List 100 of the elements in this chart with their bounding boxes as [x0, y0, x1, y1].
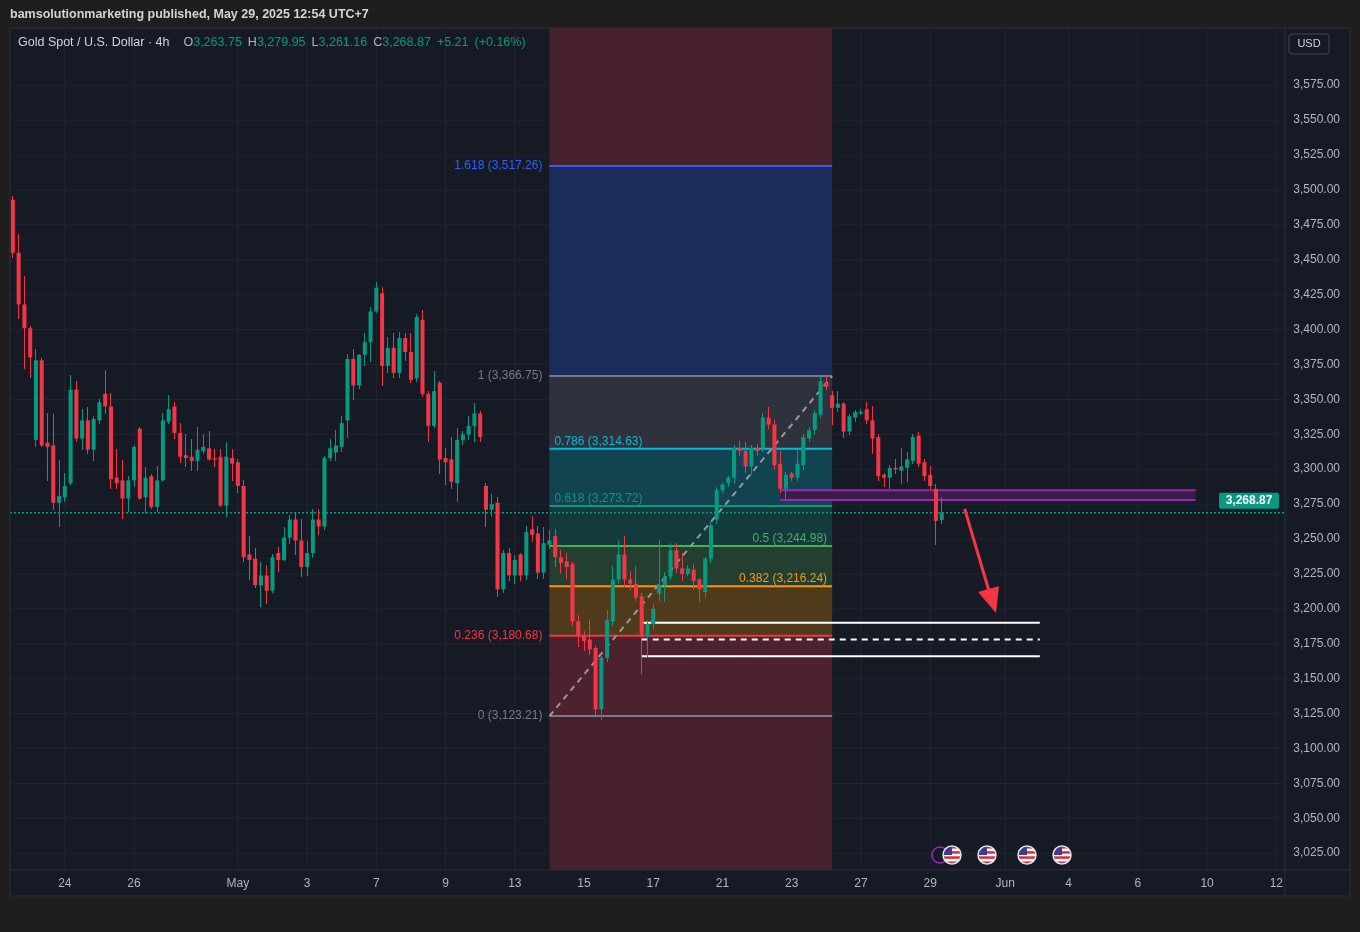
y-tick-label: 3,500.00 — [1293, 182, 1341, 197]
x-tick-label: 3 — [303, 876, 311, 890]
candlestick — [258, 561, 263, 608]
candlestick — [645, 619, 650, 659]
x-tick-label: 21 — [715, 876, 730, 890]
x-tick-label: 15 — [577, 876, 592, 890]
candlestick — [183, 433, 188, 468]
candlestick — [478, 410, 483, 443]
candlestick — [178, 422, 183, 464]
candlestick — [362, 332, 367, 367]
y-tick-label: 3,225.00 — [1293, 566, 1341, 581]
series-label: 1 (3,366.75) — [477, 368, 543, 383]
y-tick-label: 3,275.00 — [1293, 496, 1341, 511]
candlestick — [230, 448, 235, 482]
candlestick — [680, 552, 685, 582]
y-tick-label: 3,050.00 — [1293, 810, 1341, 825]
candlestick — [22, 275, 27, 370]
candlestick — [339, 415, 344, 453]
x-tick-label: 4 — [1065, 876, 1073, 890]
candlestick — [812, 409, 817, 436]
candlestick — [864, 401, 869, 425]
candlestick — [910, 433, 915, 465]
candlestick — [662, 571, 667, 603]
x-tick-label: Jun — [995, 876, 1015, 890]
candlestick — [518, 552, 523, 582]
x-tick-label: 29 — [923, 876, 938, 890]
candlestick — [374, 281, 379, 314]
y-tick-label: 3,100.00 — [1293, 740, 1341, 755]
candlestick — [287, 514, 292, 545]
candlestick — [472, 402, 477, 443]
candlestick — [633, 565, 638, 602]
candlestick — [264, 564, 269, 605]
y-tick-label: 3,475.00 — [1293, 217, 1341, 232]
candlestick — [385, 336, 390, 374]
candlestick — [899, 447, 904, 485]
y-tick-label: 3,125.00 — [1293, 705, 1341, 720]
y-tick-label: 3,525.00 — [1293, 147, 1341, 162]
candlestick — [512, 554, 517, 585]
x-tick-label: 7 — [373, 876, 380, 890]
x-tick-label: 13 — [508, 876, 522, 890]
series-label: 0.5 (3,244.98) — [752, 531, 828, 546]
y-tick-label: 3,450.00 — [1293, 251, 1341, 266]
series-label: 0.236 (3,180.68) — [454, 628, 543, 643]
candlestick — [80, 408, 85, 451]
candlestick — [783, 471, 788, 500]
y-tick-label: 3,350.00 — [1293, 391, 1341, 406]
y-tick-label: 3,250.00 — [1293, 531, 1341, 546]
y-tick-label: 3,550.00 — [1293, 112, 1341, 127]
candlestick — [235, 458, 240, 494]
candlestick — [403, 332, 408, 362]
y-tick-label: 3,425.00 — [1293, 286, 1341, 301]
candlestick — [483, 482, 488, 528]
candlestick — [749, 444, 754, 476]
candlestick — [293, 511, 298, 556]
candlestick — [189, 438, 194, 472]
candlestick — [743, 441, 748, 474]
y-tick-label: 3,150.00 — [1293, 670, 1341, 685]
candlestick — [766, 406, 771, 430]
x-tick-label: 24 — [58, 876, 72, 890]
candlestick — [305, 540, 310, 577]
candlestick — [674, 542, 679, 574]
y-axis-title: USD — [1297, 36, 1321, 49]
candlestick — [657, 539, 662, 602]
series-label: 0.382 (3,216.24) — [739, 571, 828, 586]
candlestick — [553, 528, 558, 568]
series-label: 0.786 (3,314.63) — [554, 433, 643, 448]
candlestick — [207, 430, 212, 462]
candlestick — [651, 603, 656, 631]
x-tick-label: May — [226, 876, 250, 890]
y-tick-label: 3,175.00 — [1293, 635, 1341, 650]
candlestick — [847, 413, 852, 436]
text: Gold Spot / U.S. Dollar · 4h — [18, 35, 170, 49]
candlestick — [530, 515, 535, 543]
x-tick-label: 26 — [127, 876, 142, 890]
x-tick-label: 10 — [1200, 876, 1215, 890]
candlestick — [126, 475, 131, 513]
ref-line-label: 3,268.87 — [1225, 492, 1273, 507]
y-tick-label: 3,300.00 — [1293, 461, 1341, 476]
x-tick-label: 12 — [1269, 876, 1284, 890]
y-tick-label: 3,400.00 — [1293, 321, 1341, 336]
candlestick — [507, 547, 512, 582]
candlestick — [282, 526, 287, 562]
x-tick-label: 23 — [785, 876, 799, 890]
text: O3,263.75 H3,279.95 L3,261.16 C3,268.87 +5.21 (+0.16%) — [183, 35, 526, 49]
text: bamsolutionmarketing published, May 29, 2025 12:54 UTC+7 — [10, 7, 369, 21]
candlestick — [466, 415, 471, 441]
series-label: 0 (3,123.21) — [477, 708, 543, 723]
x-tick-label: 17 — [646, 876, 661, 890]
candlestick — [62, 472, 67, 503]
candlestick — [830, 390, 835, 426]
x-tick-label: 9 — [442, 876, 450, 890]
candlestick — [887, 464, 892, 490]
series-label: 1.618 (3,517.26) — [454, 158, 543, 173]
candlestick — [905, 451, 910, 483]
y-tick-label: 3,325.00 — [1293, 426, 1341, 441]
candlestick — [328, 438, 333, 462]
candlestick — [628, 570, 633, 591]
candlestick — [103, 369, 108, 415]
y-tick-label: 3,075.00 — [1293, 775, 1341, 790]
x-tick-label: 27 — [854, 876, 868, 890]
